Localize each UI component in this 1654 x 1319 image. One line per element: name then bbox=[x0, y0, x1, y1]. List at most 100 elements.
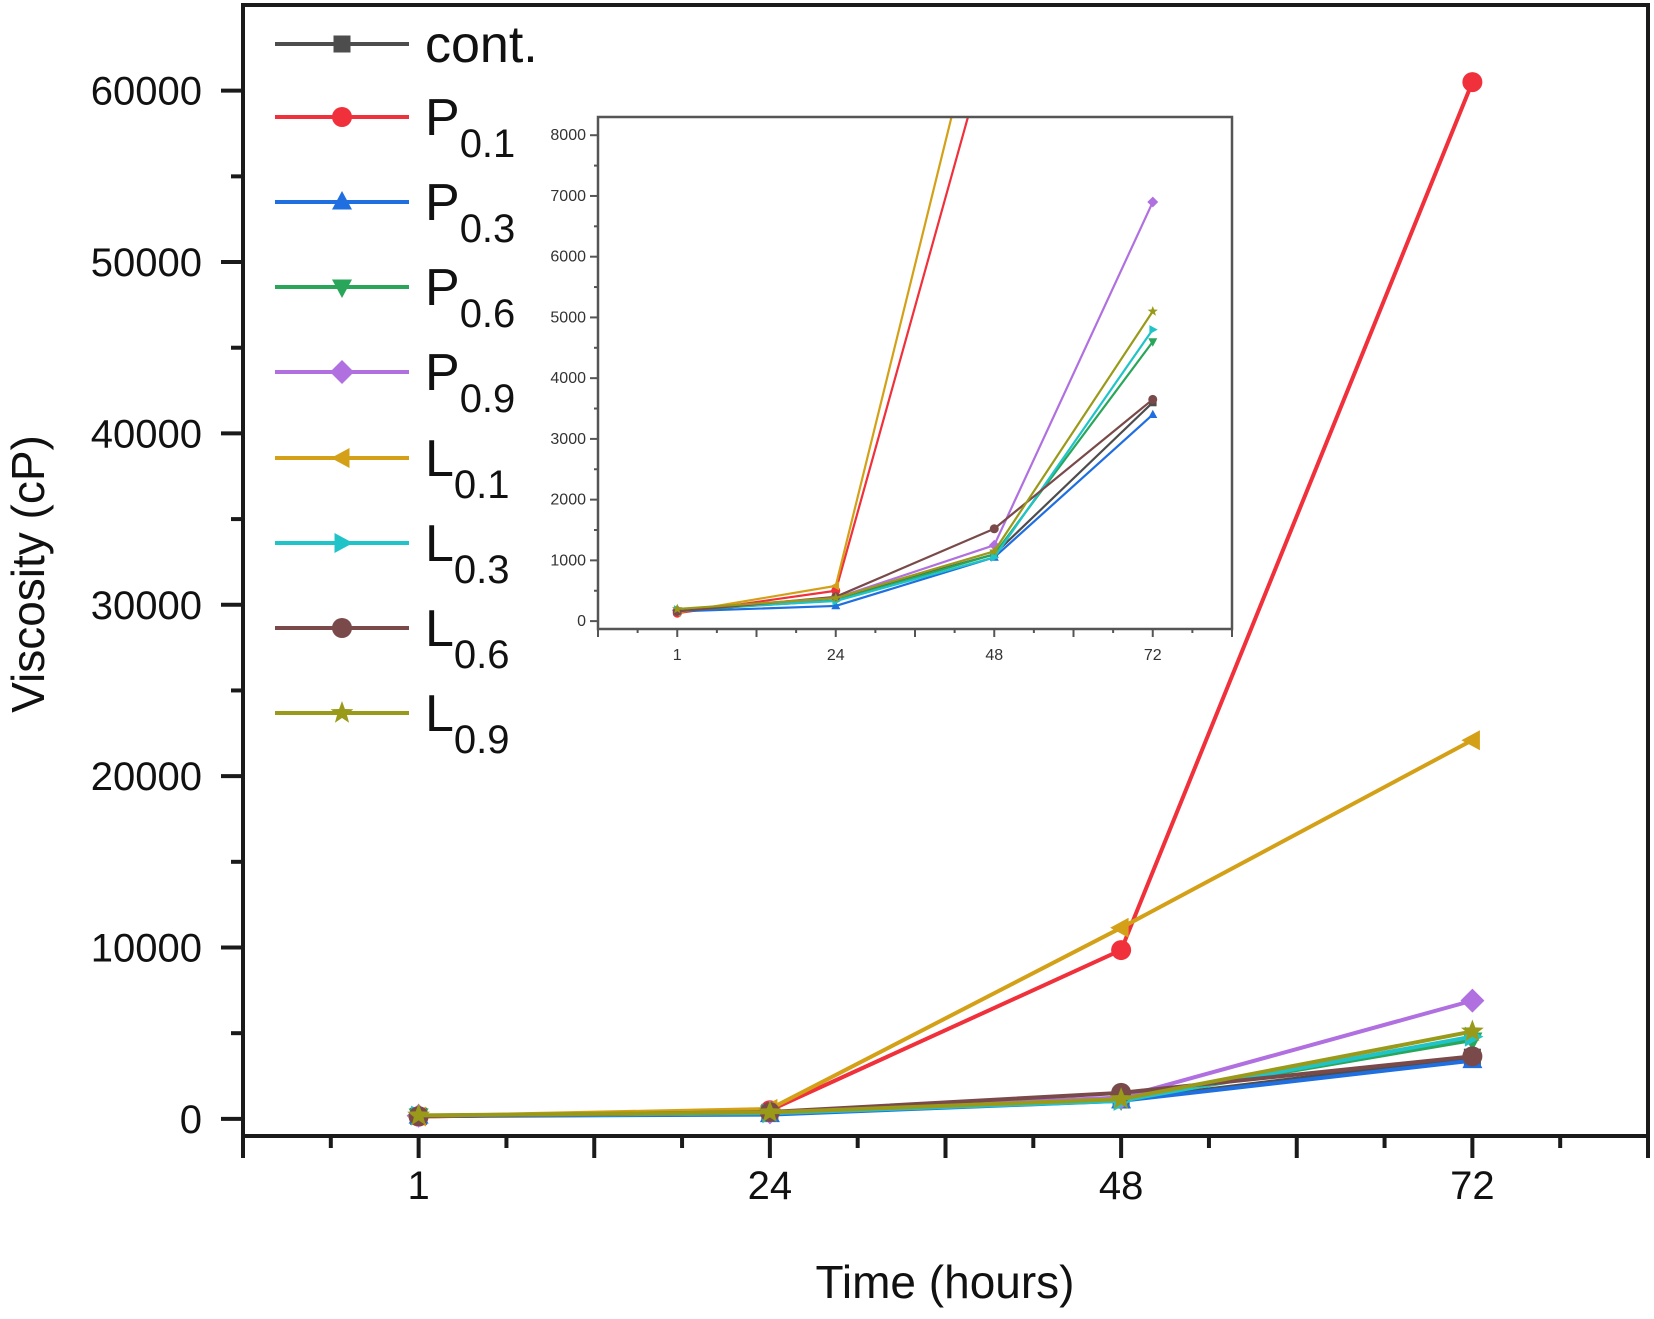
inset-data-point bbox=[1149, 325, 1158, 335]
inset-x-tick-label: 48 bbox=[985, 647, 1003, 664]
legend-marker-icon bbox=[332, 191, 352, 210]
inset-y-tick-label: 4000 bbox=[550, 370, 586, 387]
inset-y-tick-label: 3000 bbox=[550, 431, 586, 448]
legend-label-base: L bbox=[425, 685, 454, 743]
inset-x-tick-label: 24 bbox=[827, 647, 845, 664]
legend: cont.P0.1P0.3P0.6P0.9L0.1L0.3L0.6L0.9 bbox=[275, 16, 538, 762]
legend-label-base: L bbox=[425, 430, 454, 488]
legend-item: L0.1 bbox=[275, 430, 510, 507]
y-axis-title: Viscosity (cP) bbox=[2, 435, 54, 713]
legend-marker-icon bbox=[331, 448, 350, 468]
legend-label: cont. bbox=[425, 16, 538, 74]
legend-label-subscript: 0.6 bbox=[460, 292, 516, 336]
inset-data-point bbox=[1148, 394, 1158, 404]
inset-data-point bbox=[1148, 338, 1158, 347]
inset-y-tick-label: 2000 bbox=[550, 492, 586, 509]
legend-label-base: cont. bbox=[425, 16, 538, 74]
main-data-point bbox=[407, 1103, 430, 1126]
legend-item: P0.1 bbox=[275, 89, 515, 166]
inset-x-tick-label: 1 bbox=[673, 647, 682, 664]
legend-label-subscript: 0.6 bbox=[454, 633, 510, 677]
legend-label-subscript: 0.1 bbox=[460, 122, 516, 166]
main-series-L0-9 bbox=[407, 1019, 1484, 1126]
legend-label: L0.1 bbox=[425, 430, 510, 507]
legend-label-subscript: 0.9 bbox=[460, 377, 516, 421]
legend-marker-icon bbox=[332, 107, 352, 127]
legend-marker-icon bbox=[332, 618, 352, 638]
main-data-point bbox=[1111, 940, 1132, 961]
main-series-layer bbox=[406, 72, 1485, 1128]
legend-marker-icon bbox=[330, 360, 354, 384]
x-tick-label: 1 bbox=[408, 1164, 430, 1208]
legend-label-base: L bbox=[425, 515, 454, 573]
inset-y-axis-ticks: 0 1000 2000 3000 4000 5000 6000 7000 8000 bbox=[550, 127, 598, 630]
legend-label-subscript: 0.3 bbox=[460, 207, 516, 251]
y-tick-label: 20000 bbox=[91, 755, 202, 799]
inset-data-point bbox=[830, 592, 841, 603]
y-tick-label: 50000 bbox=[91, 241, 202, 285]
main-data-point bbox=[1460, 988, 1485, 1013]
y-tick-label: 60000 bbox=[91, 70, 202, 114]
legend-label: P0.6 bbox=[425, 259, 515, 336]
inset-y-tick-label: 0 bbox=[577, 613, 586, 630]
legend-label-base: L bbox=[425, 600, 454, 658]
legend-label-subscript: 0.9 bbox=[454, 718, 510, 762]
legend-label-subscript: 0.1 bbox=[454, 463, 510, 507]
inset-background bbox=[598, 117, 1232, 629]
inset-data-point bbox=[989, 524, 999, 534]
main-data-point bbox=[1462, 1046, 1483, 1067]
legend-marker-icon bbox=[330, 701, 354, 723]
inset-series-layer bbox=[671, 18, 1159, 618]
main-data-point bbox=[1461, 730, 1480, 751]
legend-label-base: P bbox=[425, 89, 460, 147]
y-axis-ticks: 0 10000 20000 30000 40000 50000 60000 bbox=[91, 70, 243, 1142]
main-series-line bbox=[418, 1029, 1473, 1118]
inset-series-line bbox=[677, 413, 1154, 613]
inset-y-tick-label: 5000 bbox=[550, 309, 586, 326]
x-tick-label: 72 bbox=[1450, 1164, 1495, 1208]
legend-label-subscript: 0.3 bbox=[454, 548, 510, 592]
main-data-point bbox=[758, 1100, 782, 1123]
inset-data-point bbox=[990, 552, 1000, 562]
x-axis-title: Time (hours) bbox=[816, 1256, 1075, 1308]
legend-item: L0.6 bbox=[275, 600, 510, 677]
x-tick-label: 48 bbox=[1099, 1164, 1144, 1208]
inset-y-tick-label: 1000 bbox=[550, 552, 586, 569]
inset-chart: 0 1000 2000 3000 4000 5000 6000 7000 8000 1 24 48 7… bbox=[550, 18, 1234, 664]
legend-item: cont. bbox=[275, 16, 538, 74]
inset-data-point bbox=[989, 545, 1000, 556]
inset-series-line bbox=[677, 117, 953, 614]
inset-series-L0-9 bbox=[672, 306, 1158, 614]
legend-label-base: P bbox=[425, 174, 460, 232]
x-axis-ticks: 1 24 48 72 bbox=[241, 1136, 1650, 1208]
inset-data-point bbox=[1147, 196, 1159, 208]
y-tick-label: 40000 bbox=[91, 412, 202, 456]
inset-data-point bbox=[1147, 306, 1158, 316]
main-data-point bbox=[1461, 1019, 1484, 1042]
legend-label: L0.9 bbox=[425, 685, 510, 762]
legend-item: P0.3 bbox=[275, 174, 515, 251]
y-tick-label: 10000 bbox=[91, 927, 202, 971]
y-tick-label: 0 bbox=[180, 1098, 202, 1142]
x-tick-label: 24 bbox=[748, 1164, 793, 1208]
legend-item: P0.6 bbox=[275, 259, 515, 336]
inset-series-line bbox=[677, 310, 1154, 611]
legend-label: P0.1 bbox=[425, 89, 515, 166]
inset-data-point bbox=[990, 18, 999, 27]
legend-label: P0.9 bbox=[425, 344, 515, 421]
inset-y-tick-label: 6000 bbox=[550, 249, 586, 266]
legend-marker-icon bbox=[333, 35, 351, 53]
inset-x-axis-ticks: 1 24 48 72 bbox=[597, 629, 1233, 664]
inset-series-line bbox=[677, 328, 1154, 611]
y-tick-label: 30000 bbox=[91, 584, 202, 628]
legend-item: L0.9 bbox=[275, 685, 510, 762]
legend-label: L0.3 bbox=[425, 515, 510, 592]
legend-item: L0.3 bbox=[275, 515, 510, 592]
main-data-point bbox=[1109, 1087, 1133, 1109]
legend-label: P0.3 bbox=[425, 174, 515, 251]
inset-data-point bbox=[830, 581, 840, 591]
inset-y-tick-label: 8000 bbox=[550, 127, 586, 144]
inset-data-point bbox=[1148, 409, 1158, 418]
legend-label-base: P bbox=[425, 259, 460, 317]
